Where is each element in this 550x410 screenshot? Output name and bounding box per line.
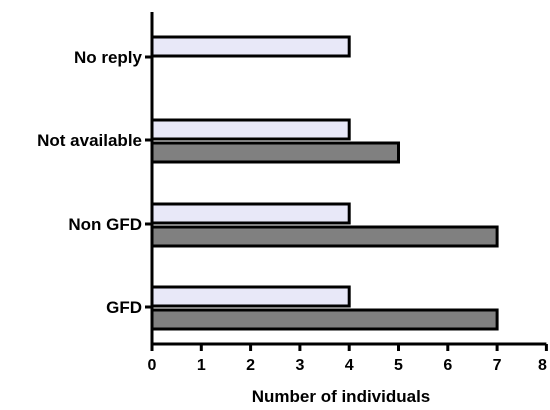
y-ticks: No reply Not available Non GFD GFD: [37, 48, 152, 317]
x-tick-label: 7: [493, 357, 502, 374]
x-ticks: 0 1 2 3 4 5 6 7 8: [148, 344, 548, 374]
x-tick-label: 8: [538, 357, 547, 374]
y-tick-label: Non GFD: [68, 215, 142, 234]
y-tick-label: GFD: [106, 298, 142, 317]
bars-layer: [150, 35, 499, 331]
x-tick-label: 0: [148, 357, 157, 374]
bar-3-series-0: [150, 285, 351, 308]
x-axis-label: Number of individuals: [252, 387, 431, 406]
x-tick-label: 3: [295, 357, 304, 374]
bar-1-series-0: [150, 118, 351, 141]
bar-2-series-0: [150, 202, 351, 225]
x-tick-label: 5: [394, 357, 403, 374]
bar-2-series-1: [150, 225, 499, 248]
bar-3-series-1: [150, 308, 499, 331]
y-tick-label: Not available: [37, 131, 142, 150]
y-tick-label: No reply: [74, 48, 143, 67]
x-tick-label: 4: [345, 357, 354, 374]
x-tick-label: 1: [197, 357, 206, 374]
bar-1-series-1: [150, 141, 400, 164]
x-tick-label: 6: [443, 357, 452, 374]
x-tick-label: 2: [246, 357, 255, 374]
bar-0-series-0: [150, 35, 351, 58]
